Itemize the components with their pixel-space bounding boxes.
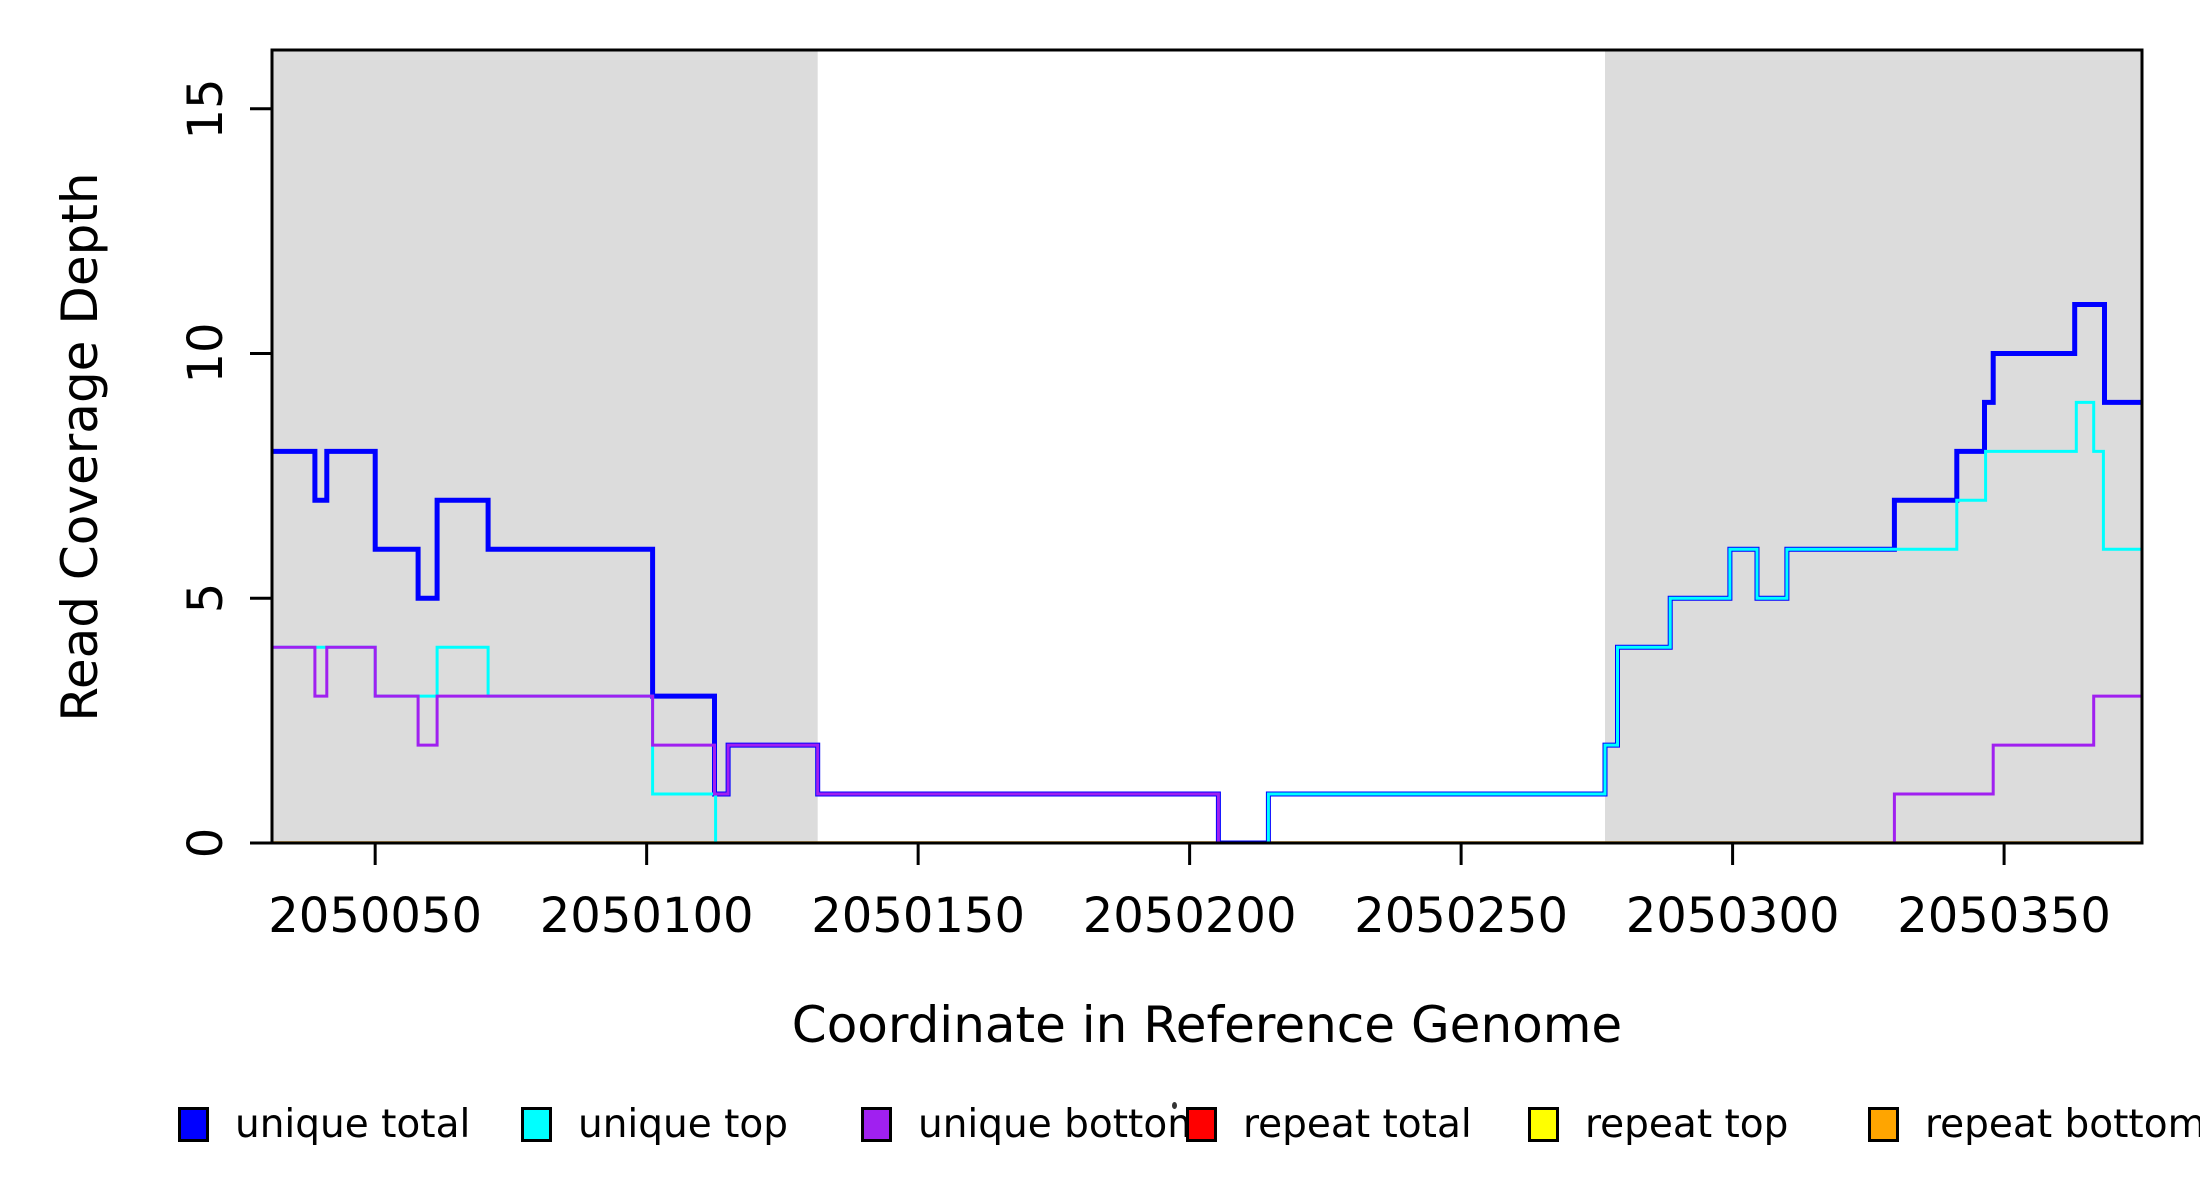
x-tick-label: 2050250 [1354, 888, 1568, 944]
stray-dot-artifact [1172, 1102, 1177, 1109]
legend-label: repeat total [1243, 1101, 1472, 1147]
legend-swatch-unique-top [521, 1106, 552, 1142]
legend-item-unique-total: unique total [178, 1102, 470, 1146]
shaded-region [1604, 50, 2142, 843]
legend-label: unique total [235, 1101, 471, 1147]
x-tick-label: 2050100 [539, 888, 754, 944]
legend-label: unique top [578, 1101, 789, 1147]
legend-label: repeat bottom [1925, 1101, 2200, 1147]
x-tick-label: 2050350 [1897, 888, 2111, 944]
x-tick-label: 2050050 [268, 888, 483, 944]
legend-label: repeat top [1585, 1101, 1789, 1147]
y-tick-label: 0 [178, 827, 234, 859]
legend-swatch-repeat-total [1186, 1106, 1217, 1142]
plot-border [270, 48, 2144, 845]
legend-item-unique-top: unique top [521, 1102, 788, 1146]
legend-swatch-repeat-top [1528, 1106, 1559, 1142]
series-line-unique-top [272, 400, 2142, 843]
x-axis-title: Coordinate in Reference Genome [791, 996, 1623, 1054]
legend-swatch-unique-bottom [861, 1106, 892, 1142]
legend-item-repeat-top: repeat top [1528, 1102, 1788, 1146]
x-tick-label: 2050150 [811, 888, 1026, 944]
legend-item-repeat-bottom: repeat bottom [1868, 1102, 2200, 1146]
legend-swatch-repeat-bottom [1868, 1106, 1899, 1142]
y-tick-label: 5 [178, 582, 234, 614]
legend-label: unique bottom [918, 1101, 1206, 1147]
y-axis-title: Read Coverage Depth [51, 172, 109, 722]
x-tick-label: 2050300 [1625, 888, 1840, 944]
x-tick-label: 2050200 [1082, 888, 1297, 944]
legend-item-unique-bottom: unique bottom [861, 1102, 1205, 1146]
shaded-region [272, 50, 818, 843]
y-tick-label: 10 [178, 322, 234, 385]
legend-item-repeat-total: repeat total [1186, 1102, 1472, 1146]
y-tick-label: 15 [178, 78, 234, 140]
series-line-unique-bottom [272, 645, 2142, 843]
legend-swatch-unique-total [178, 1106, 209, 1142]
